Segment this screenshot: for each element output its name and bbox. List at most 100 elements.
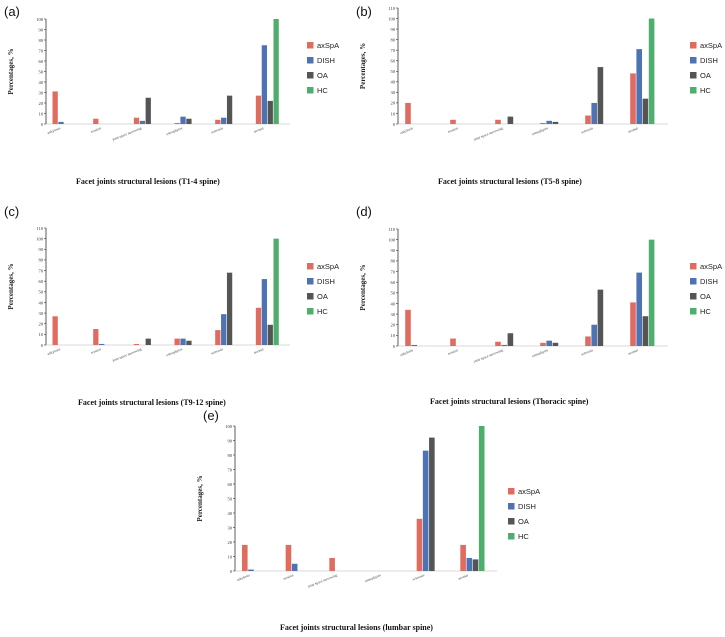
panel-a-caption: Facet joints structural lesions (T1-4 sp… <box>76 177 220 186</box>
y-tick-label: 80 <box>39 258 44 263</box>
y-tick-label: 60 <box>39 279 44 284</box>
y-tick-label: 30 <box>228 525 233 530</box>
bar-axSpA-ankylosis <box>405 102 411 124</box>
y-tick-label: 80 <box>39 38 44 43</box>
x-tick-label: erosion <box>447 126 458 134</box>
legend-swatch-HC <box>307 87 314 94</box>
bar-DISH-sclerosis <box>591 102 597 124</box>
legend-label-HC: HC <box>700 86 711 95</box>
bar-OA-joint-space-narrowing <box>507 116 514 124</box>
y-tick-label: 70 <box>391 48 396 53</box>
bar-OA-joint-space-narrowing <box>507 333 514 346</box>
legend-swatch-axSpA <box>690 42 697 49</box>
bar-HC-normal <box>648 18 655 124</box>
legend-label-axSpA: axSpA <box>317 41 339 50</box>
y-tick-label: 100 <box>225 424 233 429</box>
y-tick-label: 90 <box>391 27 396 32</box>
y-tick-label: 50 <box>391 69 396 74</box>
y-tick-label: 0 <box>393 344 396 349</box>
x-tick-label: sclerosis <box>581 348 595 357</box>
bar-axSpA-normal <box>255 95 262 124</box>
x-tick-label: sclerosis <box>211 347 225 356</box>
y-axis-title: Percentages, % <box>359 43 367 89</box>
y-tick-label: 30 <box>391 90 396 95</box>
legend-label-OA: OA <box>518 517 529 526</box>
bar-DISH-normal <box>636 272 642 346</box>
legend-label-HC: HC <box>317 307 328 316</box>
legend-label-OA: OA <box>700 71 711 80</box>
y-tick-label: 70 <box>39 48 44 53</box>
bar-axSpA-ankylosis <box>405 309 411 346</box>
bar-DISH-osteophytes <box>546 340 552 346</box>
y-tick-label: 50 <box>228 496 233 501</box>
x-tick-label: erosion <box>283 573 294 581</box>
bar-OA-osteophytes <box>552 342 559 346</box>
y-axis-title: Percentages, % <box>196 475 204 521</box>
bar-OA-osteophytes <box>186 118 192 124</box>
bar-axSpA-osteophytes <box>174 338 180 345</box>
panel-b-caption: Facet joints structural lesions (T5-8 sp… <box>438 177 582 186</box>
bar-axSpA-normal <box>630 302 636 346</box>
bar-axSpA-sclerosis <box>215 119 221 124</box>
chart-panel-5: 0 10 20 30 40 50 60 70 80 90 100 Percentages, % anky… <box>196 424 540 589</box>
panel-a-letter: (a) <box>4 4 20 19</box>
legend-swatch-OA <box>690 72 697 79</box>
bar-axSpA-sclerosis <box>585 115 591 124</box>
x-tick-label: sclerosis <box>581 126 595 135</box>
y-tick-label: 30 <box>39 90 44 95</box>
y-tick-label: 10 <box>391 333 396 338</box>
y-tick-label: 80 <box>228 453 233 458</box>
chart-panel-3: 0 10 20 30 40 50 60 70 80 90 100 110 Percentages, % a… <box>7 226 339 363</box>
y-tick-label: 10 <box>391 111 396 116</box>
bar-axSpA-joint-space-narrowing <box>133 117 140 124</box>
y-tick-label: 30 <box>39 311 44 316</box>
panel-c-caption: Facet joints structural lesions (T9-12 s… <box>78 398 226 407</box>
bar-DISH-sclerosis <box>422 450 429 571</box>
legend-label-axSpA: axSpA <box>317 262 339 271</box>
y-tick-label: 90 <box>39 247 44 252</box>
y-tick-label: 60 <box>391 280 396 285</box>
bar-axSpA-osteophytes <box>540 122 546 124</box>
bar-OA-sclerosis <box>429 437 435 571</box>
legend-label-OA: OA <box>317 71 328 80</box>
panel-d-caption: Facet joints structural lesions (Thoraci… <box>430 397 589 406</box>
legend-swatch-OA <box>690 293 697 300</box>
bar-DISH-sclerosis <box>591 324 597 346</box>
x-tick-label: ankylosis <box>399 126 414 135</box>
bar-OA-normal <box>267 324 273 345</box>
legend-label-axSpA: axSpA <box>700 41 722 50</box>
x-tick-label: osteophytes <box>531 126 549 136</box>
x-tick-label: osteophytes <box>166 126 184 136</box>
y-tick-label: 0 <box>41 343 44 348</box>
legend-swatch-DISH <box>690 57 697 64</box>
x-tick-label: normal <box>458 573 469 581</box>
bar-DISH-normal <box>261 45 268 124</box>
legend-label-DISH: DISH <box>317 277 335 286</box>
bar-axSpA-erosion <box>285 544 292 571</box>
y-tick-label: 40 <box>228 511 233 516</box>
panel-e-caption: Facet joints structural lesions (lumbar … <box>280 623 433 632</box>
bar-axSpA-ankylosis <box>52 91 58 124</box>
bar-DISH-ankylosis <box>411 344 417 346</box>
y-tick-label: 40 <box>391 301 396 306</box>
bar-axSpA-sclerosis <box>416 518 423 571</box>
bar-axSpA-joint-space-narrowing <box>133 343 140 345</box>
bar-DISH-sclerosis <box>221 314 227 345</box>
legend-swatch-HC <box>690 87 697 94</box>
y-tick-label: 90 <box>39 27 44 32</box>
y-tick-label: 10 <box>39 332 44 337</box>
bar-DISH-osteophytes <box>546 120 552 124</box>
y-tick-label: 90 <box>228 438 233 443</box>
y-tick-label: 100 <box>388 16 396 21</box>
legend-label-axSpA: axSpA <box>518 487 540 496</box>
y-tick-label: 60 <box>39 59 44 64</box>
bar-DISH-erosion <box>291 563 298 571</box>
bar-axSpA-erosion <box>450 119 456 124</box>
x-tick-label: osteophytes <box>531 348 549 358</box>
bar-OA-sclerosis <box>226 95 233 124</box>
bar-DISH-normal <box>636 49 642 124</box>
bar-OA-normal <box>642 98 649 124</box>
bar-DISH-osteophytes <box>180 338 186 345</box>
legend-swatch-axSpA <box>307 263 314 270</box>
